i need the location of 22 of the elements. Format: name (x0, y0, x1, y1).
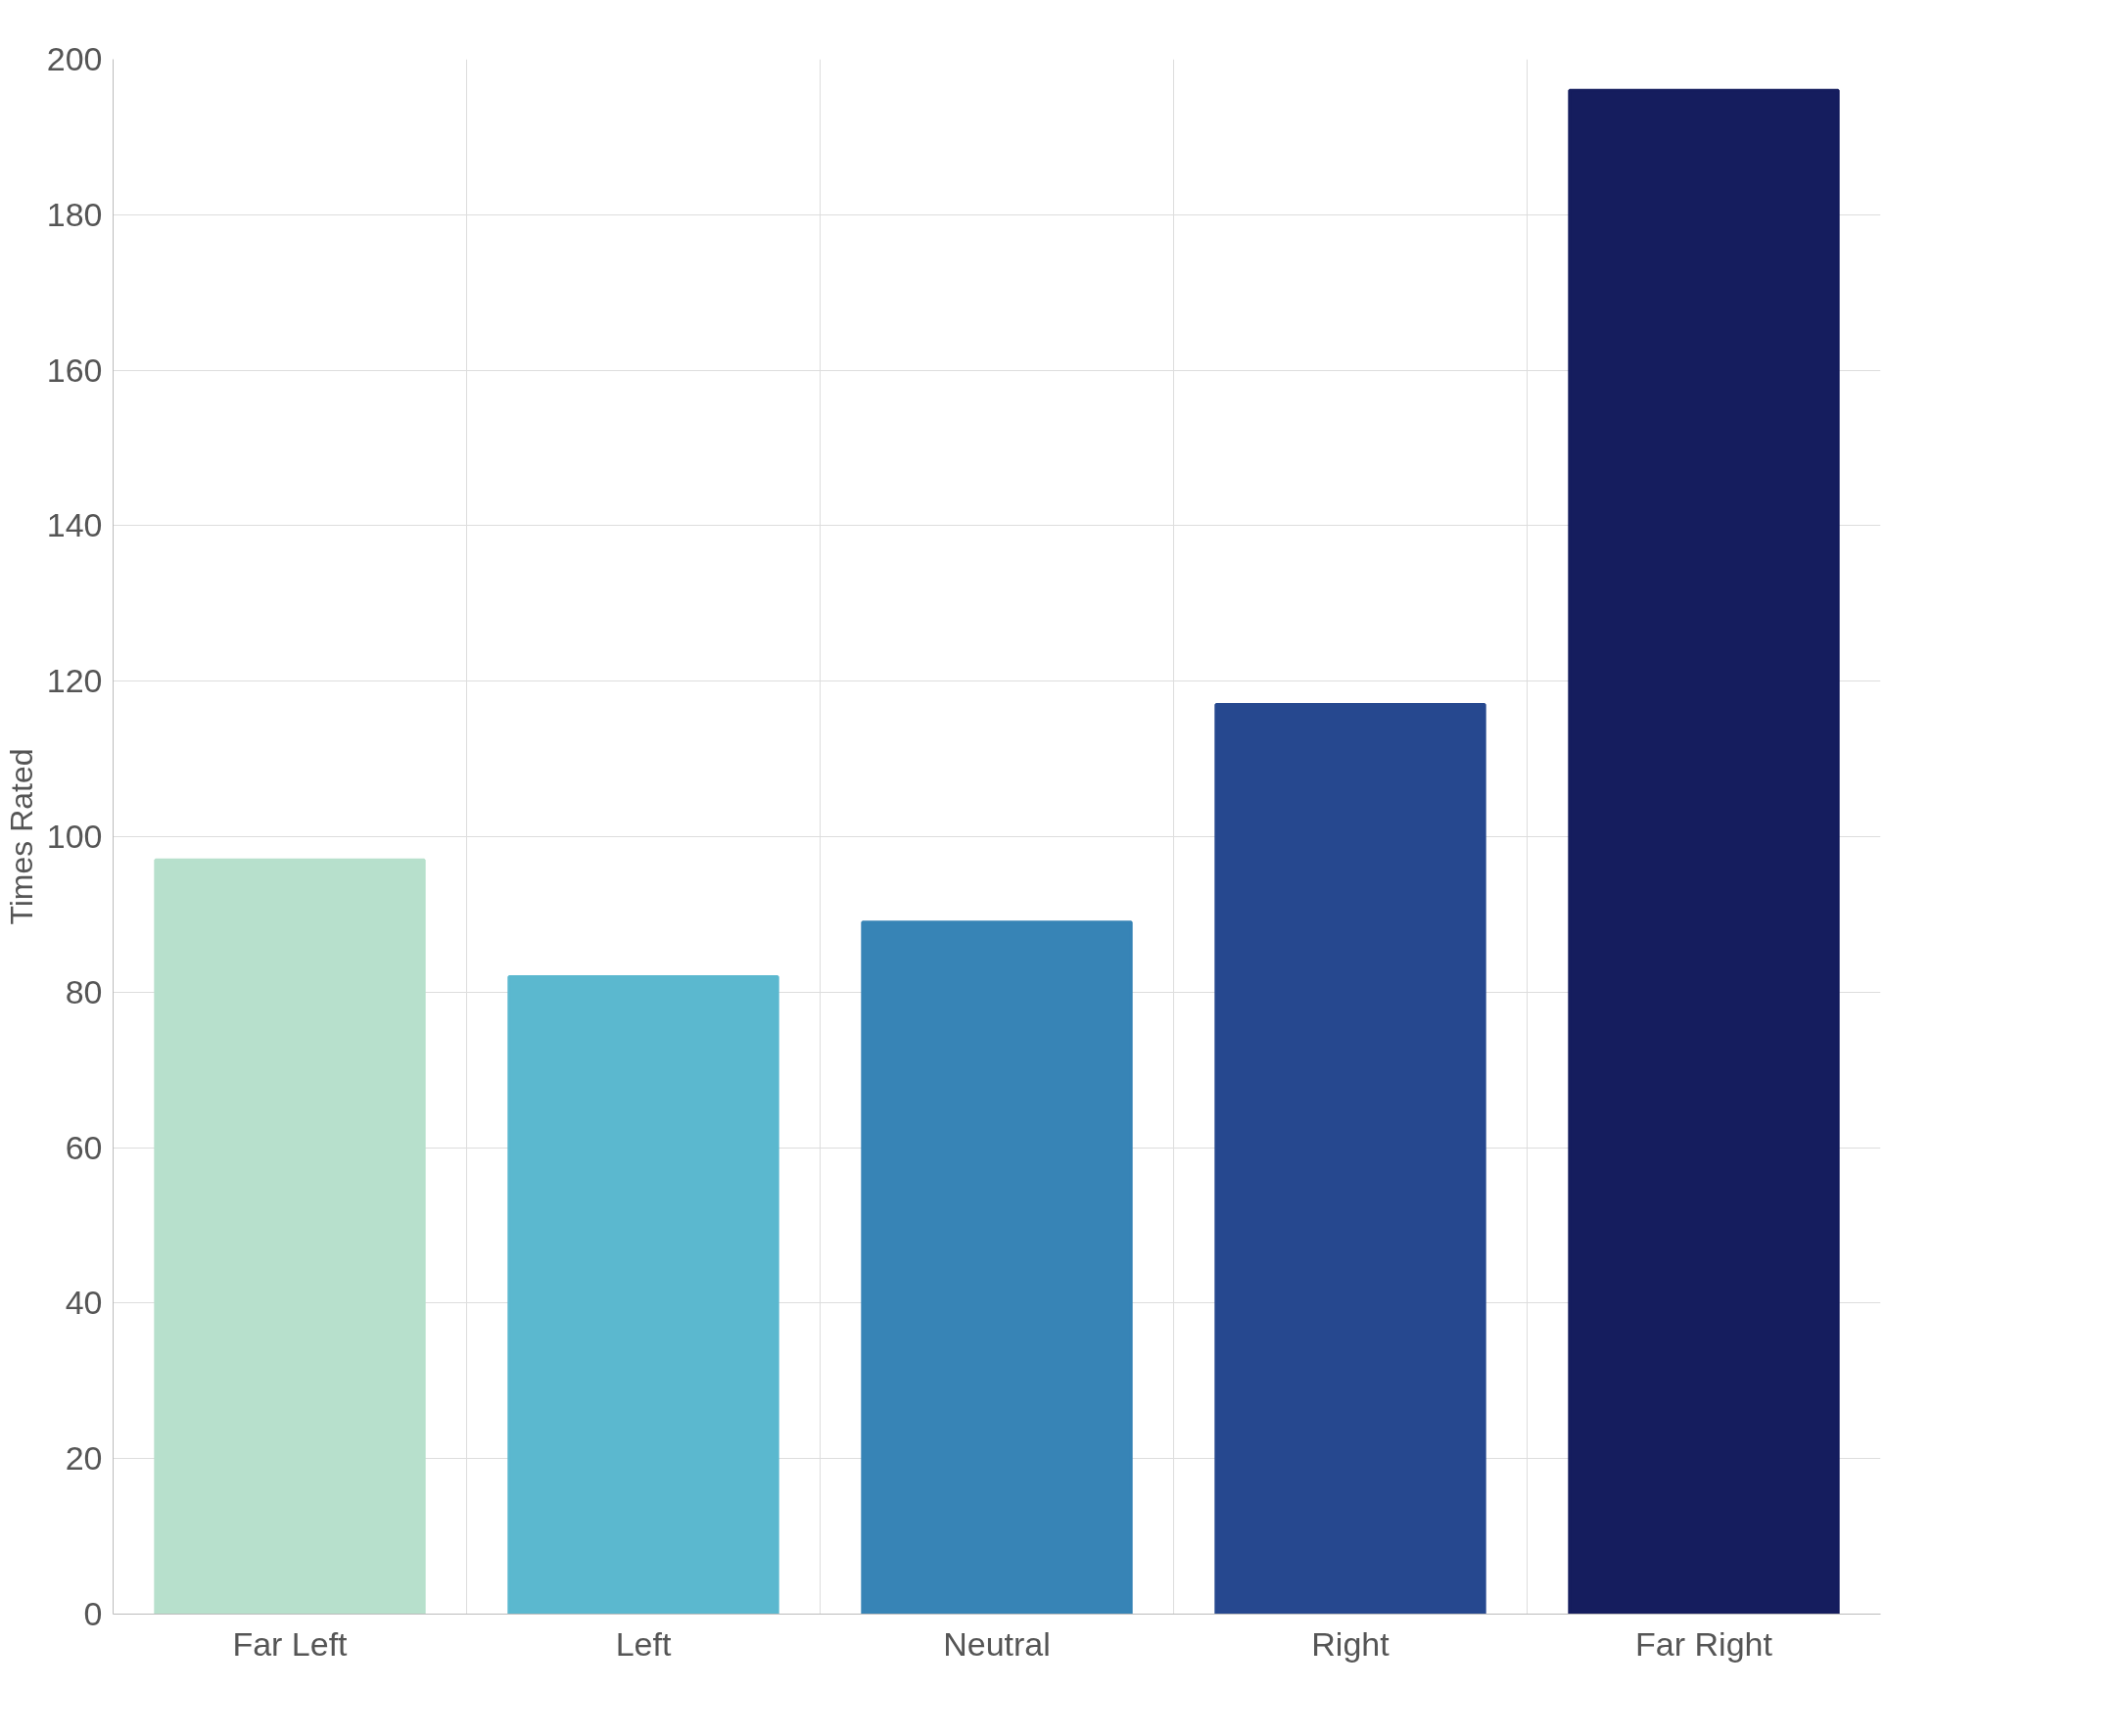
y-tick-label: 160 (46, 351, 103, 389)
y-tick-label: 0 (83, 1595, 103, 1632)
x-tick-label: Far Right (1635, 1624, 1773, 1663)
y-tick-label: 60 (65, 1128, 103, 1166)
bar (507, 974, 779, 1615)
y-tick-label: 20 (65, 1439, 103, 1478)
bar (1568, 88, 1840, 1615)
x-tick-label: Far Left (232, 1624, 349, 1663)
y-tick-label: 140 (46, 506, 103, 544)
y-tick-label: 120 (46, 662, 103, 700)
y-tick-label: 80 (65, 972, 103, 1010)
bar (1214, 703, 1486, 1615)
x-tick-label: Right (1311, 1624, 1390, 1663)
y-axis-title: Times Rated (3, 748, 39, 925)
x-tick-label: Neutral (943, 1624, 1051, 1663)
x-tick-label: Left (615, 1624, 672, 1663)
bar (154, 858, 426, 1615)
y-tick-label: 200 (46, 40, 103, 77)
y-tick-label: 100 (46, 818, 103, 855)
y-tick-label: 40 (65, 1284, 103, 1322)
bar (861, 920, 1133, 1615)
y-tick-label: 180 (46, 195, 103, 233)
